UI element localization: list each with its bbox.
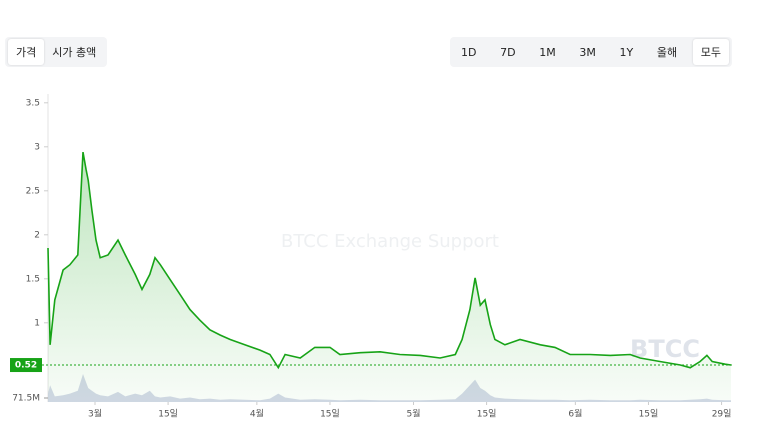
x-tick-label: 3월 (88, 408, 102, 420)
range-button[interactable]: 모두 (692, 39, 729, 65)
y-tick-label: 1.5 (26, 274, 40, 284)
range-button[interactable]: 7D (500, 45, 516, 59)
x-tick-label: 5월 (406, 408, 420, 420)
view-tabs: 가격 시가 총액 (5, 37, 108, 67)
y-tick-label: 2 (34, 230, 40, 240)
y2-tick-label: 71.5M (12, 394, 40, 404)
range-button[interactable]: 1D (461, 45, 477, 59)
y-tick-label: 3.5 (26, 98, 40, 108)
current-price-label: 0.52 (15, 361, 37, 371)
x-tick-label: 4월 (250, 408, 264, 420)
current-price-tag (10, 358, 42, 373)
y-tick-label: 1 (34, 318, 40, 328)
x-tick-label: 15일 (320, 409, 340, 420)
x-tick-label: 15일 (158, 409, 178, 420)
price-line (47, 151, 732, 370)
x-tick-label: 6월 (568, 408, 582, 420)
range-button[interactable]: 1M (539, 45, 556, 59)
x-tick-label: 15일 (477, 409, 497, 420)
y-tick-label: 2.5 (26, 186, 40, 196)
tab[interactable]: 가격 (8, 39, 45, 65)
y-tick-label: 3 (34, 142, 40, 152)
x-tick-label: 15일 (639, 409, 659, 420)
range-button[interactable]: 1Y (619, 45, 634, 59)
range-buttons: 1D 7D 1M 3M 1Y 올해 모두 (450, 37, 732, 67)
range-button[interactable]: 3M (579, 45, 596, 59)
price-area (48, 152, 731, 402)
range-button[interactable]: 올해 (656, 46, 678, 59)
x-tick-label: 29일 (712, 409, 732, 420)
tab[interactable]: 시가 총액 (52, 46, 97, 59)
watermark: BTCC Exchange Support (281, 231, 499, 252)
